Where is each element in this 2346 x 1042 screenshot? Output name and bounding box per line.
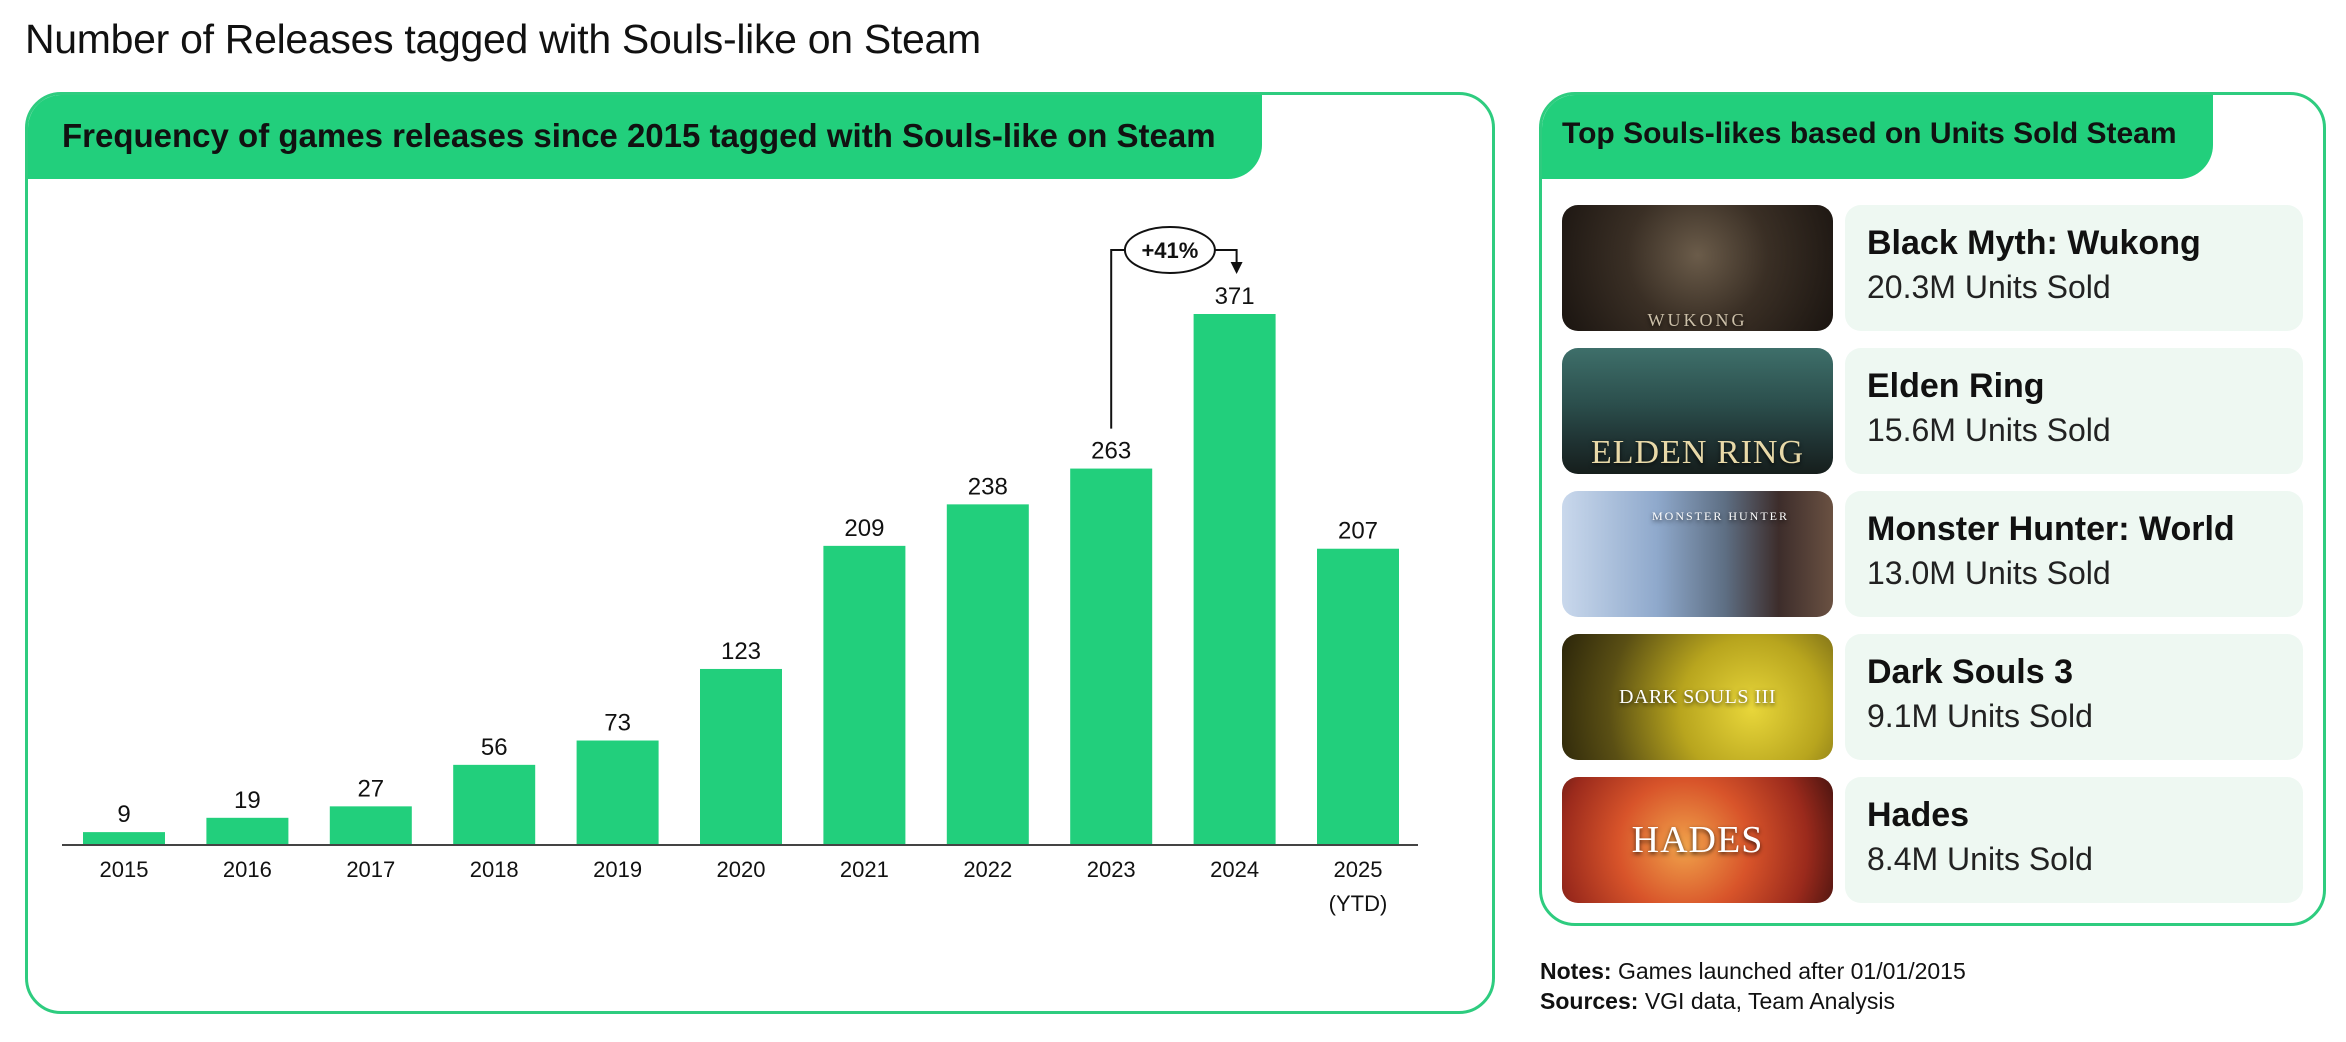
game-cover-image: MONSTER HUNTER: [1562, 491, 1833, 617]
game-logo: ELDEN RING: [1590, 434, 1805, 471]
game-cover-image: DARK SOULS III: [1562, 634, 1833, 760]
data-label: 371: [1215, 283, 1255, 310]
game-units-sold: 9.1M Units Sold: [1867, 698, 2093, 734]
game-name: Hades: [1867, 796, 1970, 834]
bar-2019: [576, 740, 659, 845]
bar-2017: [329, 806, 412, 845]
chart-panel: 9 19 27 56 73 123 209 238 263 371 207 2015 2016 2017 2…: [25, 92, 1495, 1014]
footnotes: Notes: Games launched after 01/01/2015 S…: [1540, 956, 1966, 1016]
data-label: 209: [844, 515, 884, 542]
bar-2018: [453, 764, 536, 845]
game-info: Monster Hunter: World 13.0M Units Sold: [1845, 491, 2303, 617]
x-tick-label: 2018: [470, 857, 519, 882]
sources-text: VGI data, Team Analysis: [1644, 988, 1895, 1014]
game-card-hades: HADES Hades 8.4M Units Sold: [1562, 777, 2303, 903]
x-tick-label: 2022: [963, 857, 1012, 882]
game-units-sold: 15.6M Units Sold: [1867, 412, 2111, 448]
data-label: 9: [117, 801, 130, 828]
data-label: 263: [1091, 438, 1131, 465]
bar-chart: 9 19 27 56 73 123 209 238 263 371 207 2015 2016 2017 2…: [62, 226, 1418, 916]
x-tick-label: 2020: [717, 857, 766, 882]
game-card-monster-hunter-world: MONSTER HUNTER Monster Hunter: World 13.…: [1562, 491, 2303, 617]
bar-2015: [83, 832, 165, 845]
game-cover-image: ELDEN RING: [1562, 348, 1833, 474]
notes-line: Notes: Games launched after 01/01/2015: [1540, 956, 1966, 986]
game-units-sold: 20.3M Units Sold: [1867, 269, 2111, 305]
x-tick-label: 2021: [840, 857, 889, 882]
bar-2025: [1317, 548, 1399, 845]
x-tick-label: 2023: [1087, 857, 1136, 882]
game-logo: DARK SOULS III: [1619, 685, 1776, 708]
bar-2020: [700, 668, 782, 845]
sources-label: Sources:: [1540, 988, 1639, 1014]
sources-line: Sources: VGI data, Team Analysis: [1540, 986, 1966, 1016]
bar-2021: [823, 545, 906, 845]
growth-arrowhead: [1230, 262, 1243, 274]
top-games-panel: Top Souls-likes based on Units Sold Stea…: [1539, 92, 2326, 926]
x-tick-label: 2024: [1210, 857, 1259, 882]
notes-text: Games launched after 01/01/2015: [1617, 958, 1966, 984]
game-info: Hades 8.4M Units Sold: [1845, 777, 2303, 903]
bar-2022: [946, 504, 1029, 845]
game-list: WUKONG Black Myth: Wukong 20.3M Units So…: [1562, 205, 2303, 920]
bar-2023: [1070, 468, 1153, 845]
bar-2024: [1193, 314, 1276, 845]
growth-label: +41%: [1141, 238, 1198, 263]
data-label: 123: [721, 638, 761, 665]
page-title: Number of Releases tagged with Souls-lik…: [25, 16, 981, 62]
x-tick-label: 2016: [223, 857, 272, 882]
game-logo: HADES: [1631, 819, 1764, 861]
game-name: Black Myth: Wukong: [1867, 224, 2201, 262]
game-name: Monster Hunter: World: [1867, 510, 2235, 548]
x-tick-label: 2019: [593, 857, 642, 882]
x-tick-label: 2015: [100, 857, 149, 882]
data-label: 56: [481, 734, 508, 761]
top-games-title: Top Souls-likes based on Units Sold Stea…: [1542, 95, 2213, 179]
game-units-sold: 13.0M Units Sold: [1867, 555, 2111, 591]
game-info: Black Myth: Wukong 20.3M Units Sold: [1845, 205, 2303, 331]
game-units-sold: 8.4M Units Sold: [1867, 841, 2093, 877]
game-info: Dark Souls 3 9.1M Units Sold: [1845, 634, 2303, 760]
x-tick-label: 2017: [346, 857, 395, 882]
x-tick-label: (YTD): [1329, 891, 1388, 916]
game-logo: MONSTER HUNTER: [1652, 509, 1790, 523]
game-cover-image: HADES: [1562, 777, 1833, 903]
game-card-elden-ring: ELDEN RING Elden Ring 15.6M Units Sold: [1562, 348, 2303, 474]
data-label: 73: [604, 710, 631, 737]
game-card-dark-souls-3: DARK SOULS III Dark Souls 3 9.1M Units S…: [1562, 634, 2303, 760]
chart-panel-title: Frequency of games releases since 2015 t…: [28, 95, 1262, 179]
game-info: Elden Ring 15.6M Units Sold: [1845, 348, 2303, 474]
growth-badge: [1123, 226, 1216, 274]
data-label: 27: [357, 775, 384, 802]
game-card-black-myth-wukong: WUKONG Black Myth: Wukong 20.3M Units So…: [1562, 205, 2303, 331]
notes-label: Notes:: [1540, 958, 1612, 984]
data-label: 207: [1338, 518, 1378, 545]
data-label: 19: [234, 787, 261, 814]
bar-2016: [206, 817, 289, 845]
game-name: Dark Souls 3: [1867, 653, 2073, 691]
x-tick-label: 2025: [1334, 857, 1383, 882]
game-logo: WUKONG: [1647, 310, 1748, 330]
data-label: 238: [968, 473, 1008, 500]
game-name: Elden Ring: [1867, 367, 2045, 405]
game-cover-image: WUKONG: [1562, 205, 1833, 331]
